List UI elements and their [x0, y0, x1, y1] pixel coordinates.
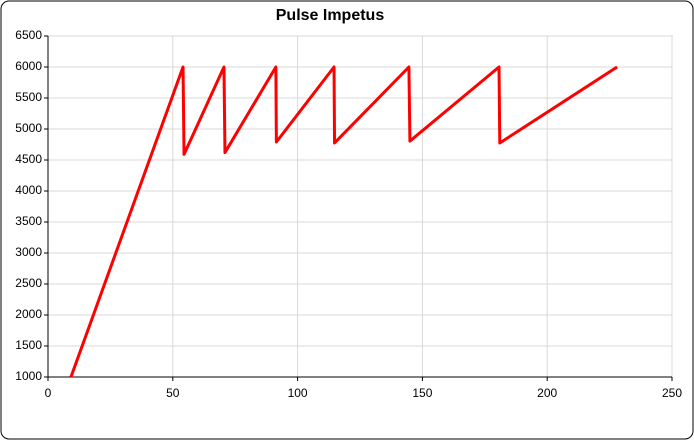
chart-title: Pulse Impetus — [276, 7, 385, 24]
y-tick-label: 6000 — [15, 59, 42, 73]
y-tick-label: 4500 — [15, 152, 42, 166]
x-tick-label: 250 — [662, 386, 682, 400]
y-tick-label: 3000 — [15, 245, 42, 259]
y-tick-label: 5500 — [15, 90, 42, 104]
y-tick-label: 4000 — [15, 183, 42, 197]
x-tick-label: 100 — [288, 386, 308, 400]
y-tick-label: 3500 — [15, 214, 42, 228]
x-tick-label: 150 — [412, 386, 432, 400]
plot-area — [47, 35, 673, 378]
x-tick-label: 200 — [537, 386, 557, 400]
y-tick-label: 6500 — [15, 28, 42, 42]
y-tick-label: 5000 — [15, 121, 42, 135]
y-tick-label: 1000 — [15, 369, 42, 383]
y-tick-label: 2500 — [15, 276, 42, 290]
x-tick-label: 0 — [45, 386, 52, 400]
y-tick-label: 1500 — [15, 338, 42, 352]
y-tick-label: 2000 — [15, 307, 42, 321]
data-line — [69, 65, 618, 378]
x-tick-label: 50 — [166, 386, 180, 400]
